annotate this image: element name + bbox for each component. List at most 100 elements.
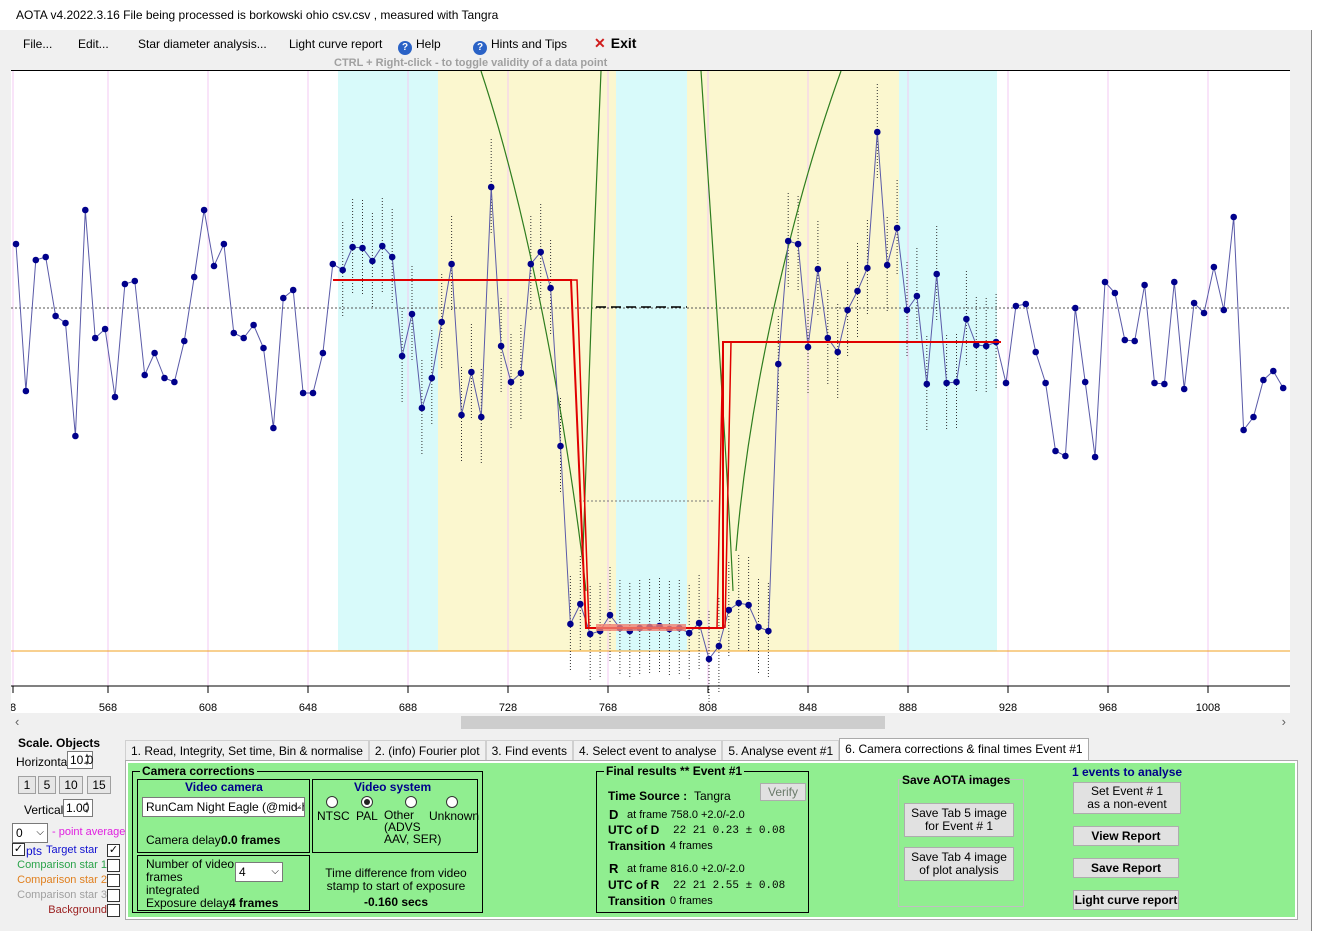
model-curve-right	[700, 70, 842, 592]
data-point	[715, 642, 723, 650]
time-difference-value: -0.160 secs	[363, 895, 429, 909]
data-point	[72, 432, 79, 440]
data-point	[1121, 336, 1129, 344]
x-tick-label: 968	[1099, 702, 1117, 714]
camera-model-select[interactable]: RunCam Night Eagle (@mid-h ⌵	[142, 797, 305, 817]
bottom-level-band	[596, 624, 686, 631]
light-curve-plot[interactable]: 8 568 608 648 688 728 768 808 848 888 928 968 1008	[10, 70, 1290, 714]
object-checkbox-1[interactable]	[107, 859, 120, 872]
data-point	[369, 257, 376, 265]
horizontal-scale-input[interactable]: 10.0 ▲ ▼	[67, 751, 93, 769]
save-report-button[interactable]: Save Report	[1073, 858, 1179, 878]
video-system-title: Video system	[352, 780, 434, 794]
object-checkbox-4[interactable]	[107, 904, 120, 917]
view-report-button[interactable]: View Report	[1073, 826, 1179, 846]
title-bar: AOTA v4.2022.3.16 File being processed i…	[0, 0, 1312, 30]
light-curve-report-button[interactable]: Light curve report	[1073, 890, 1179, 910]
data-point	[1032, 348, 1039, 356]
radio-other[interactable]	[405, 796, 417, 808]
r-transition-label: Transition	[608, 894, 666, 908]
menu-star-diameter[interactable]: Star diameter analysis...	[138, 37, 267, 51]
spin-arrows-icon[interactable]: ▲ ▼	[84, 801, 90, 815]
spin-arrows-icon[interactable]: ▲ ▼	[84, 753, 90, 767]
data-point	[111, 393, 119, 401]
data-point	[775, 360, 782, 368]
set-non-event-button[interactable]: Set Event # 1 as a non-event	[1073, 782, 1181, 814]
save-tab4-button[interactable]: Save Tab 4 image of plot analysis	[904, 847, 1014, 881]
d-frame: at frame 758.0 +2.0/-2.0	[627, 809, 745, 821]
vertical-scale-input[interactable]: 1.00 ▲ ▼	[63, 799, 93, 817]
object-label-3: Comparison star 3	[17, 889, 107, 901]
chevron-down-icon: ⌵	[293, 801, 301, 812]
verify-button[interactable]: Verify	[760, 783, 806, 801]
point-average-select[interactable]: 0 ⌵	[12, 823, 48, 843]
data-point	[1171, 278, 1178, 286]
scale-button-15[interactable]: 15	[87, 776, 111, 794]
fit-lines	[333, 279, 1001, 631]
data-point	[507, 378, 515, 386]
data-point	[349, 243, 356, 251]
outer-band-left	[338, 71, 438, 651]
save-tab5-button[interactable]: Save Tab 5 image for Event # 1	[904, 803, 1014, 837]
object-checkbox-2[interactable]	[107, 874, 120, 887]
exposure-delay-value: 4 frames	[229, 896, 279, 910]
menu-light-curve-report[interactable]: Light curve report	[289, 37, 383, 51]
data-point	[1052, 447, 1059, 455]
menu-edit[interactable]: Edit...	[78, 37, 109, 51]
selection-bands	[338, 71, 997, 651]
data-point	[131, 277, 139, 285]
camera-delay-label: Camera delay:	[146, 833, 225, 847]
tab-camera-corrections[interactable]: 6. Camera corrections & final times Even…	[839, 738, 1089, 760]
data-point	[685, 629, 693, 637]
menu-hints[interactable]: ? Hints and Tips	[473, 37, 567, 55]
x-tick-label: 8	[11, 702, 16, 714]
final-results-title: Final results ** Event #1	[604, 764, 745, 778]
tab-analyse-event[interactable]: 5. Analyse event #1	[722, 740, 840, 760]
object-checkbox-3[interactable]	[107, 889, 120, 902]
radio-pal[interactable]	[361, 796, 373, 808]
tab-find-events[interactable]: 3. Find events	[485, 740, 573, 760]
data-point	[1072, 304, 1079, 312]
data-point	[784, 237, 792, 245]
d-label: D	[609, 807, 619, 822]
scale-button-5[interactable]: 5	[38, 776, 56, 794]
data-point	[834, 348, 841, 356]
chevron-down-icon: ⌵	[271, 866, 279, 877]
data-point	[982, 342, 990, 350]
horizontal-scale-value: 10.0	[70, 753, 94, 767]
menu-exit[interactable]: ✕ Exit	[594, 35, 636, 52]
object-checkbox-0[interactable]: ✓	[107, 844, 120, 857]
scroll-left-icon[interactable]: ‹	[15, 714, 20, 729]
tab-select-event[interactable]: 4. Select event to analyse	[572, 740, 723, 760]
radio-unknown[interactable]	[446, 796, 458, 808]
data-point	[280, 294, 287, 302]
data-point	[497, 342, 505, 350]
menu-help[interactable]: ? Help	[398, 37, 441, 55]
menu-file[interactable]: File...	[23, 37, 53, 51]
point-average-label: - point average	[52, 826, 126, 838]
r-label: R	[609, 861, 619, 876]
plot-scrollbar[interactable]: ‹ ›	[11, 714, 1290, 731]
scroll-thumb[interactable]	[461, 716, 885, 729]
tab-fourier[interactable]: 2. (info) Fourier plot	[368, 740, 486, 760]
data-point	[854, 287, 861, 295]
scale-button-1[interactable]: 1	[18, 776, 36, 794]
radio-ntsc[interactable]	[326, 796, 338, 808]
data-point	[408, 310, 416, 318]
scroll-right-icon[interactable]: ›	[1281, 714, 1286, 729]
plot-canvas[interactable]: 8 568 608 648 688 728 768 808 848 888 928 968 1008	[10, 70, 1290, 714]
tab-read[interactable]: 1. Read, Integrity, Set time, Bin & norm…	[125, 740, 369, 760]
data-point	[903, 306, 911, 314]
frames-integrated-select[interactable]: 4 ⌵	[235, 862, 283, 882]
data-point	[1141, 281, 1148, 289]
x-tick-label: 768	[599, 702, 617, 714]
camera-delay-value: 0.0 frames	[221, 833, 281, 847]
scale-button-10[interactable]: 10	[59, 776, 83, 794]
center-band	[616, 71, 687, 651]
data-point	[824, 334, 832, 342]
data-point	[181, 337, 188, 345]
menu-bar: File... Edit... Star diameter analysis..…	[0, 32, 1312, 56]
data-point	[1270, 367, 1277, 375]
pts-checkbox[interactable]: ✓	[12, 843, 25, 856]
